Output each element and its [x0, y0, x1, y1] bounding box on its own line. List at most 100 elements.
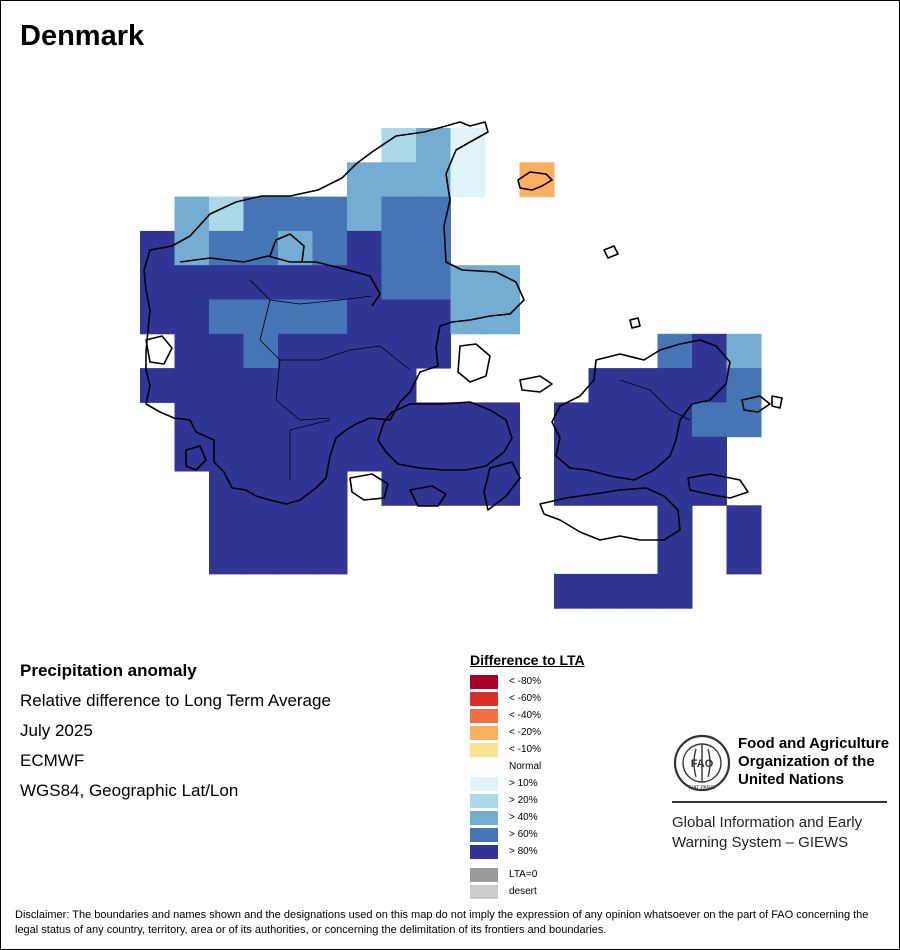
legend: Difference to LTA < -80% < -60% < -40% < -2… — [470, 652, 585, 900]
grid-cell — [416, 196, 451, 232]
grid-cell — [347, 265, 382, 300]
grid-cell — [381, 368, 417, 403]
grid-cell — [485, 299, 520, 335]
legend-swatch — [470, 844, 498, 859]
island-7 — [409, 485, 447, 507]
grid-cell — [657, 368, 693, 403]
grid-cell — [692, 333, 727, 369]
grid-cell — [450, 299, 486, 335]
grid-cell — [174, 265, 210, 300]
grid-cell — [278, 436, 313, 472]
grid-cell — [623, 368, 658, 403]
grid-cell — [416, 162, 451, 198]
grid-cell — [312, 505, 348, 541]
grid-cell — [726, 539, 762, 575]
grid-cell — [485, 471, 520, 506]
legend-label: < -80% — [509, 676, 541, 687]
grid-cell — [726, 505, 762, 541]
legend-label: < -40% — [509, 710, 541, 721]
grid-cell — [657, 539, 693, 575]
island-12 — [771, 395, 783, 409]
fao-organization-name: Food and Agriculture Organization of the… — [738, 735, 898, 789]
grid-cell — [450, 471, 486, 506]
grid-cell — [554, 402, 589, 438]
grid-cell — [243, 299, 279, 335]
grid-cell — [450, 162, 486, 198]
grid-cell — [209, 333, 244, 369]
grid-cell — [450, 436, 486, 472]
grid-cell — [347, 368, 382, 403]
grid-cell — [554, 573, 589, 609]
grid-cell — [416, 333, 451, 369]
grid-cell — [416, 402, 451, 438]
legend-label: > 80% — [509, 846, 538, 857]
grid-cell — [278, 333, 313, 369]
grid-cell — [485, 265, 520, 300]
grid-cell — [416, 265, 451, 300]
info-subtitle: Relative difference to Long Term Average — [20, 691, 331, 710]
grid-cell — [209, 196, 244, 232]
grid-cell — [588, 402, 624, 438]
grid-cell — [381, 299, 417, 335]
precipitation-map[interactable] — [0, 0, 900, 640]
grid-cell — [312, 539, 348, 575]
legend-item: > 80% — [470, 843, 585, 860]
grid-cell — [347, 196, 382, 232]
legend-swatch — [470, 827, 498, 842]
grid-cell — [243, 505, 279, 541]
grid-cell — [209, 265, 244, 300]
island-5 — [145, 335, 173, 365]
grid-cell — [347, 230, 382, 266]
grid-cell — [416, 128, 451, 163]
grid-cell — [347, 436, 382, 472]
legend-swatch — [470, 708, 498, 723]
grid-cell — [657, 471, 693, 506]
legend-label: < -10% — [509, 744, 541, 755]
legend-swatch — [470, 810, 498, 825]
grid-cell — [588, 368, 624, 403]
grid-cell — [278, 196, 313, 232]
grid-cell — [209, 402, 244, 438]
legend-swatch — [470, 674, 498, 689]
legend-item: desert — [470, 883, 585, 900]
anomaly-grid — [140, 128, 762, 609]
legend-item: < -20% — [470, 724, 585, 741]
grid-cell — [416, 299, 451, 335]
grid-cell — [243, 265, 279, 300]
limfjord — [179, 255, 381, 307]
legend-title: Difference to LTA — [470, 652, 585, 668]
disclaimer: Disclaimer: The boundaries and names sho… — [15, 909, 869, 936]
grid-cell — [312, 402, 348, 438]
grid-cell — [312, 196, 348, 232]
fao-logo-block: FAO FIAT PANIS Food and Agriculture Orga… — [672, 733, 889, 851]
lolland-coastline — [539, 487, 681, 541]
grid-cell — [278, 299, 313, 335]
legend-label: < -60% — [509, 693, 541, 704]
grid-cell — [623, 436, 658, 472]
grid-cell — [726, 368, 762, 403]
grid-cell — [209, 368, 244, 403]
grid-cell — [347, 299, 382, 335]
grid-cell — [416, 436, 451, 472]
legend-label: desert — [509, 886, 537, 897]
grid-cell — [278, 539, 313, 575]
grid-cell — [623, 402, 658, 438]
grid-cell — [347, 333, 382, 369]
giews-line2: Warning System – GIEWS — [672, 834, 849, 851]
grid-cell — [140, 368, 175, 403]
island-9 — [741, 395, 771, 413]
grid-cell — [174, 196, 210, 232]
anholt-island — [517, 171, 553, 191]
grid-cell — [381, 162, 417, 198]
grid-cell — [243, 402, 279, 438]
grid-cell — [381, 196, 417, 232]
grid-cell — [657, 573, 693, 609]
grid-cell — [312, 299, 348, 335]
grid-cell — [554, 471, 589, 506]
grid-cell — [312, 471, 348, 506]
grid-cell — [209, 299, 244, 335]
funen-coastline — [377, 401, 513, 471]
island-11 — [629, 317, 641, 329]
island-4 — [687, 473, 749, 499]
island-3 — [483, 461, 521, 511]
